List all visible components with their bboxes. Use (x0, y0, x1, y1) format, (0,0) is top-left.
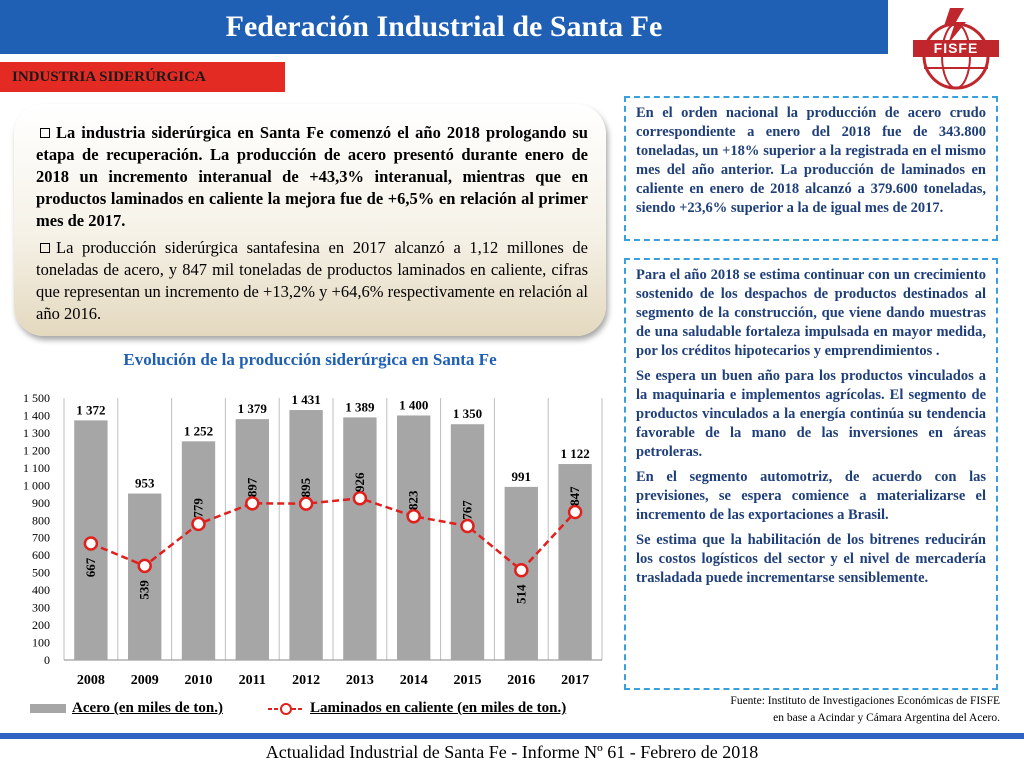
line-data-label: 895 (298, 477, 313, 497)
bar-acero (128, 493, 162, 660)
bar-acero (235, 419, 269, 660)
logo-text: FISFE (913, 40, 999, 57)
line-data-label: 926 (352, 472, 367, 492)
legend-item-acero: Acero (en miles de ton.) (30, 700, 223, 717)
bar-data-label: 991 (512, 469, 532, 484)
source-note: Fuente: Instituto de Investigaciones Eco… (640, 693, 1000, 727)
y-tick-label: 900 (32, 496, 50, 510)
y-tick-label: 1 000 (23, 478, 50, 492)
y-tick-label: 300 (32, 601, 50, 615)
y-tick-label: 700 (32, 531, 50, 545)
footer-text: Actualidad Industrial de Santa Fe - Info… (265, 742, 759, 762)
x-tick-label: 2011 (239, 673, 266, 688)
footer-divider (0, 733, 1024, 739)
line-laminados (90, 496, 577, 572)
line-data-label: 779 (191, 498, 206, 518)
y-tick-label: 1 400 (23, 408, 50, 422)
page-title: Federación Industrial de Santa Fe (225, 10, 663, 43)
line-data-label: 539 (137, 580, 152, 600)
bar-data-label: 1 252 (184, 423, 213, 438)
y-tick-label: 500 (32, 566, 50, 580)
outlook-paragraph-3: En el segmento automotriz, de acuerdo co… (636, 469, 986, 523)
x-tick-label: 2013 (346, 673, 374, 688)
x-tick-label: 2015 (454, 673, 482, 688)
x-tick-label: 2009 (131, 673, 159, 688)
bar-data-label: 953 (135, 476, 155, 491)
bar-acero (289, 410, 323, 660)
legend-label-acero: Acero (en miles de ton.) (72, 700, 223, 716)
source-line-2: en base a Acindar y Cámara Argentina del… (773, 712, 1000, 724)
outlook-paragraph-4: Se estima que la habilitación de los bit… (636, 532, 986, 586)
bar-data-label: 1 379 (238, 401, 268, 416)
point-laminados (406, 508, 421, 524)
point-laminados (514, 562, 529, 578)
y-tick-label: 1 500 (23, 391, 50, 405)
square-bullet-icon (40, 243, 50, 254)
y-tick-label: 1 300 (23, 426, 50, 440)
square-bullet-icon (40, 128, 50, 139)
outlook-box: Para el año 2018 se estima continuar con… (624, 258, 998, 690)
outlook-paragraph-1: Para el año 2018 se estima continuar con… (636, 267, 986, 359)
point-laminados (298, 496, 314, 511)
x-tick-label: 2014 (400, 673, 428, 688)
x-tick-label: 2017 (561, 673, 589, 688)
legend-bar-swatch (30, 704, 66, 713)
bar-data-label: 1 431 (291, 392, 320, 407)
section-tag: INDUSTRIA SIDERÚRGICA (0, 62, 285, 92)
bar-data-label: 1 122 (560, 446, 589, 461)
steel-production-chart: 0 100 200 300 400 500 600 700 800 900 1 000 1 100 1 … (23, 391, 603, 688)
x-tick-label: 2012 (292, 673, 320, 688)
x-tick-label: 2008 (77, 673, 105, 688)
y-tick-label: 200 (32, 618, 50, 632)
point-laminados (460, 518, 475, 534)
national-info-text: En el orden nacional la producción de ac… (636, 105, 986, 216)
chart-legend: Acero (en miles de ton.) Laminados en ca… (30, 698, 620, 722)
y-tick-label: 400 (32, 583, 50, 597)
line-data-label: 897 (244, 477, 259, 497)
y-tick-label: 800 (32, 513, 50, 527)
page-header: Federación Industrial de Santa Fe (0, 0, 888, 54)
bar-data-label: 1 372 (76, 402, 105, 417)
line-data-label: 767 (460, 500, 475, 520)
y-tick-label: 600 (32, 548, 50, 562)
point-laminados (245, 496, 260, 511)
point-laminados (567, 504, 583, 520)
bar-data-label: 1 389 (345, 399, 375, 414)
outlook-paragraph-2: Se espera un buen año para los productos… (636, 368, 986, 460)
point-laminados (137, 558, 152, 574)
legend-line-swatch (268, 702, 304, 715)
bar-acero (343, 417, 377, 660)
bar-acero (181, 441, 216, 660)
bar-data-label: 1 350 (453, 406, 482, 421)
bar-acero (397, 415, 431, 660)
y-tick-label: 100 (32, 636, 50, 650)
y-tick-label: 1 100 (23, 461, 50, 475)
y-tick-label: 0 (44, 653, 50, 667)
intro-box: La industria siderúrgica en Santa Fe com… (14, 104, 606, 336)
line-data-label: 514 (513, 584, 528, 604)
x-tick-label: 2016 (507, 673, 535, 688)
point-laminados (352, 491, 368, 506)
bar-data-label: 1 400 (399, 397, 428, 412)
chart-title: Evolución de la producción siderúrgica e… (123, 350, 497, 369)
intro-paragraph-1: La industria siderúrgica en Santa Fe com… (36, 123, 588, 230)
source-line-1: Fuente: Instituto de Investigaciones Eco… (730, 695, 1000, 707)
line-data-label: 823 (406, 490, 421, 510)
y-tick-label: 1 200 (23, 443, 50, 457)
line-data-label: 667 (83, 557, 98, 577)
national-info-box: En el orden nacional la producción de ac… (624, 96, 998, 241)
intro-paragraph-2: La producción siderúrgica santafesina en… (36, 238, 588, 323)
legend-item-laminados: Laminados en caliente (en miles de ton.) (268, 700, 566, 717)
bar-acero (450, 424, 485, 660)
bar-acero (558, 464, 592, 660)
x-tick-label: 2010 (185, 673, 213, 688)
point-laminados (191, 516, 206, 532)
legend-label-laminados: Laminados en caliente (en miles de ton.) (310, 700, 567, 716)
line-data-label: 847 (567, 486, 582, 506)
point-laminados (83, 536, 99, 551)
